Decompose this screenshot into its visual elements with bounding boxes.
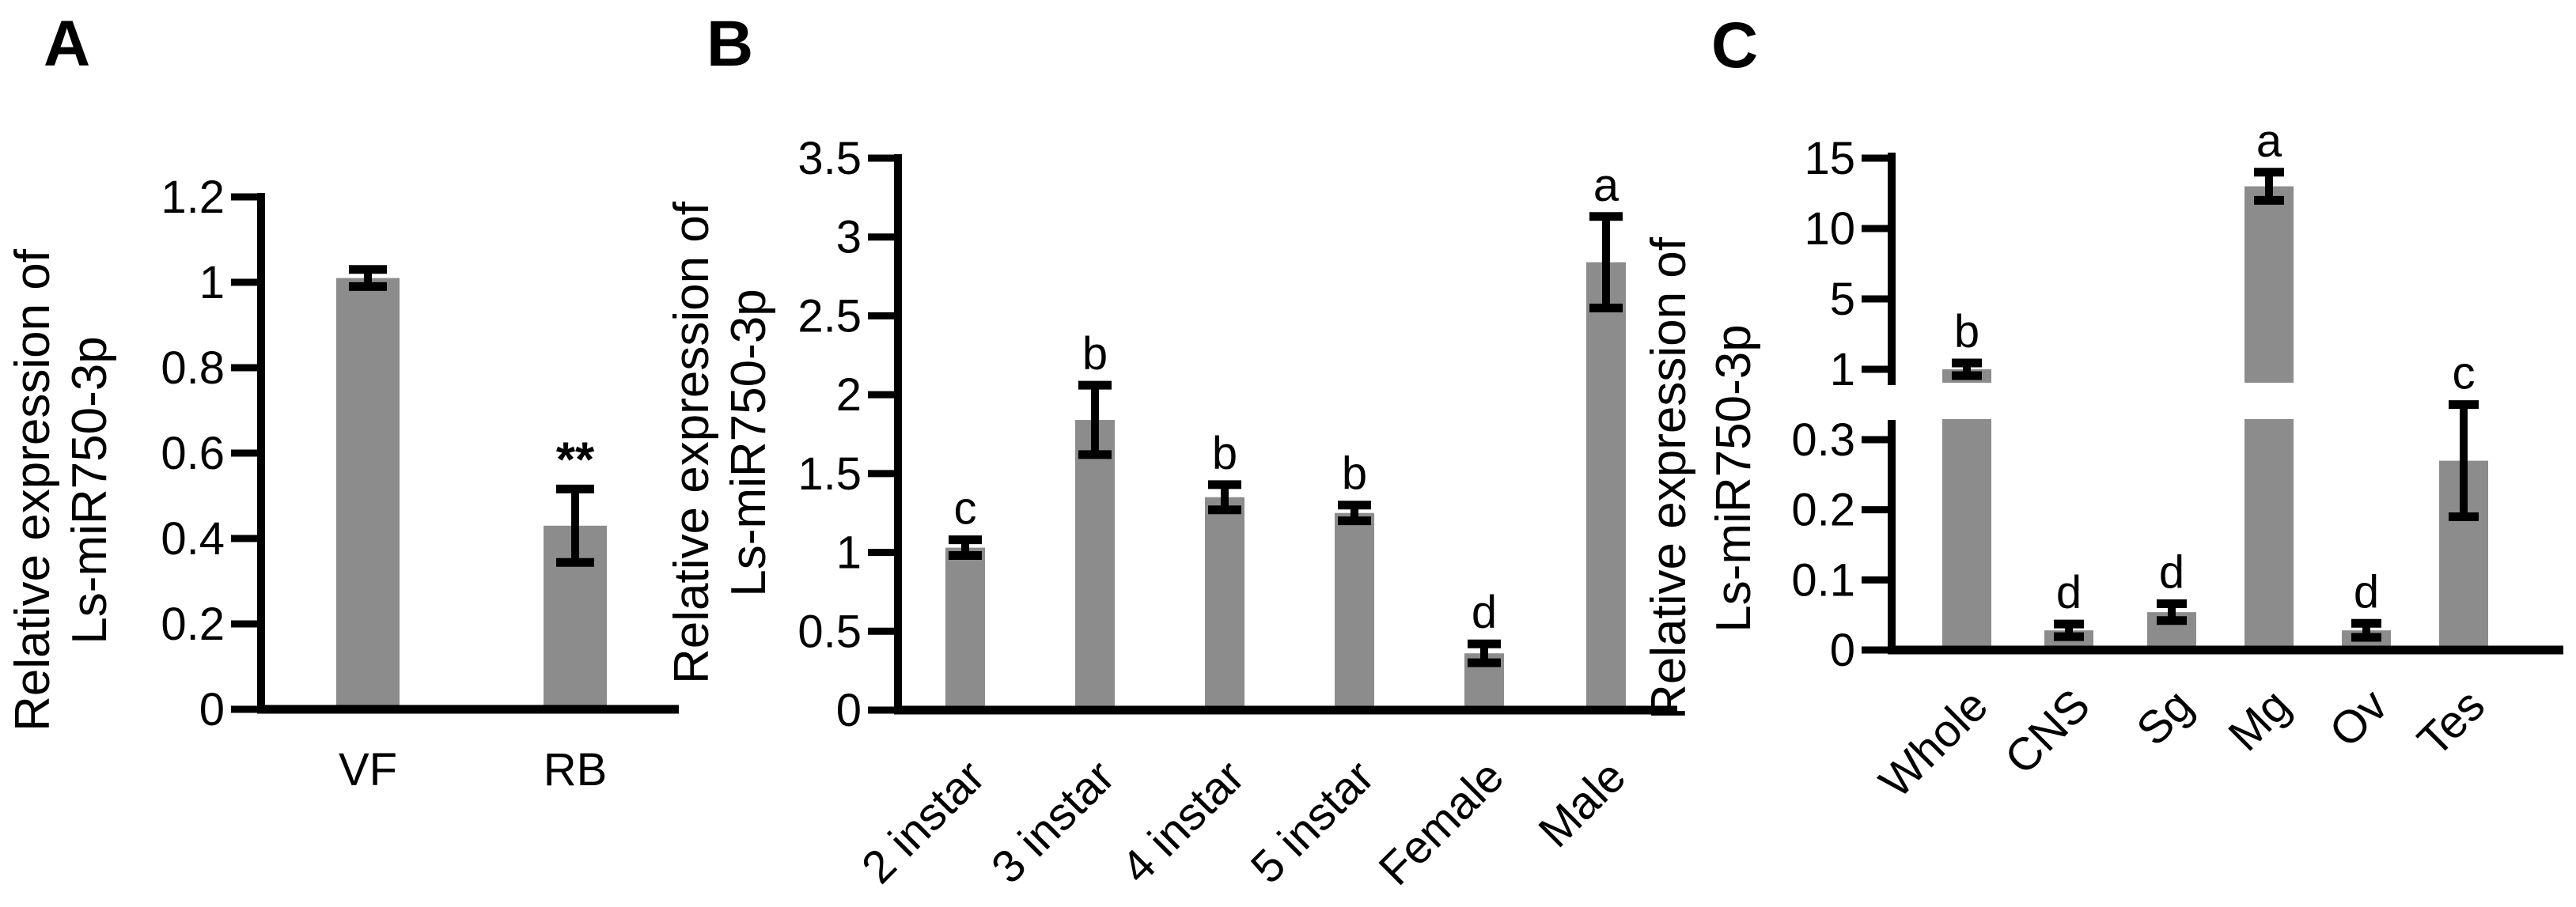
y-tick-label: 2.5	[797, 290, 862, 342]
y-axis-title-line: Relative expression of	[1642, 236, 1696, 720]
x-tick-label: Sg	[2127, 679, 2203, 755]
bar-Mg	[2245, 186, 2294, 383]
x-tick-label: Mg	[2218, 679, 2300, 761]
error-bar-5 instar	[1338, 501, 1371, 526]
y-tick-label: 3.5	[797, 133, 862, 184]
significance-letter: d	[2354, 566, 2379, 618]
y-tick-label: 0.8	[161, 342, 225, 394]
x-tick-label: RB	[544, 744, 608, 796]
bar-Whole-lower-segment	[1942, 419, 1991, 650]
bar-2 instar	[945, 547, 985, 710]
y-axis-title-line: Relative expression of	[6, 248, 60, 731]
error-bar-Sg	[2157, 599, 2187, 625]
y-tick-label: 2	[836, 369, 862, 421]
y-tick-label: 0.5	[797, 606, 862, 657]
significance-letter: d	[2159, 546, 2184, 598]
y-axis-title-line: Ls-miR750-3p	[1707, 324, 1761, 632]
y-tick-label: 0.2	[1791, 485, 1855, 536]
y-tick-label: 0	[1830, 625, 1855, 676]
x-tick-label: Female	[1369, 750, 1513, 895]
x-tick-label: 3 instar	[982, 750, 1124, 893]
panel-C: C Relative expression of Ls-miR750-3p 0 0.1 0…	[1642, 9, 2563, 807]
x-tick-label: Male	[1529, 750, 1635, 857]
y-axis-title-line: Ls-miR750-3p	[722, 289, 776, 596]
panel-B: B Relative expression of Ls-miR750-3p 0 0.5 1…	[665, 8, 1677, 895]
error-bar-CNS	[2054, 619, 2084, 641]
y-tick-label: 1	[199, 257, 225, 308]
error-bar-2 instar	[949, 535, 982, 561]
bar-Mg-lower-segment	[2245, 419, 2294, 650]
panel-label-A: A	[44, 8, 90, 80]
significance-letter: b	[1212, 428, 1237, 479]
bar-3 instar	[1075, 420, 1115, 710]
error-bar-VF	[349, 265, 387, 291]
error-bar-Female	[1468, 639, 1501, 667]
error-bar-Ov	[2351, 618, 2381, 642]
y-tick-label: 5	[1830, 274, 1855, 325]
significance-letter: b	[1342, 448, 1367, 500]
x-tick-label: 2 instar	[852, 750, 994, 893]
significance-letter: a	[1593, 160, 1619, 211]
y-tick-label: 0	[836, 685, 862, 736]
bar-5 instar	[1335, 512, 1374, 710]
panel-label-B: B	[707, 8, 753, 80]
significance-letter: d	[2056, 567, 2082, 618]
error-bar-Tes	[2449, 400, 2479, 522]
y-tick-label: 15	[1804, 133, 1855, 184]
y-tick-label: 1.2	[161, 172, 225, 223]
error-bar-4 instar	[1208, 480, 1241, 515]
significance-letter: b	[1954, 306, 1979, 357]
y-tick-label: 1	[836, 527, 862, 579]
error-bar-RB	[556, 484, 594, 567]
y-tick-label: 0.6	[161, 428, 225, 479]
bar-4 instar	[1205, 497, 1244, 710]
bar-Male	[1586, 262, 1626, 711]
y-tick-label: 0.3	[1791, 414, 1855, 466]
significance-letter: b	[1082, 328, 1108, 380]
significance-stars: **	[556, 433, 595, 487]
y-axis-title-line: Relative expression of	[665, 201, 719, 684]
y-tick-label: 1	[1830, 344, 1855, 395]
significance-letter: c	[2453, 348, 2476, 399]
x-tick-label: Whole	[1869, 679, 1998, 807]
bar-VF	[336, 278, 400, 710]
y-tick-label: 0.1	[1791, 554, 1855, 606]
x-tick-label: VF	[339, 744, 397, 796]
y-tick-label: 0.2	[161, 599, 225, 650]
significance-letter: d	[1472, 587, 1497, 638]
panel-label-C: C	[1711, 9, 1758, 81]
panel-A: A Relative expression of Ls-miR750-3p 0 0.2 0…	[6, 8, 679, 796]
y-tick-label: 0.4	[161, 513, 225, 565]
y-tick-label: 0	[199, 684, 225, 735]
error-bar-3 instar	[1078, 380, 1112, 459]
y-tick-label: 10	[1804, 203, 1855, 255]
significance-letter: a	[2256, 115, 2282, 167]
error-bar-Male	[1589, 212, 1623, 312]
error-bar-Whole	[1952, 358, 1982, 380]
y-tick-label: 1.5	[797, 448, 862, 500]
x-tick-label: CNS	[1995, 679, 2101, 784]
x-tick-label: Tes	[2407, 679, 2495, 766]
x-tick-label: 5 instar	[1241, 750, 1384, 893]
y-axis-title-line: Ls-miR750-3p	[63, 336, 117, 644]
y-tick-label: 3	[836, 212, 862, 263]
error-bar-Mg	[2254, 168, 2284, 205]
x-tick-label: Ov	[2320, 679, 2397, 757]
x-tick-label: 4 instar	[1112, 750, 1254, 893]
significance-letter: c	[954, 483, 977, 535]
